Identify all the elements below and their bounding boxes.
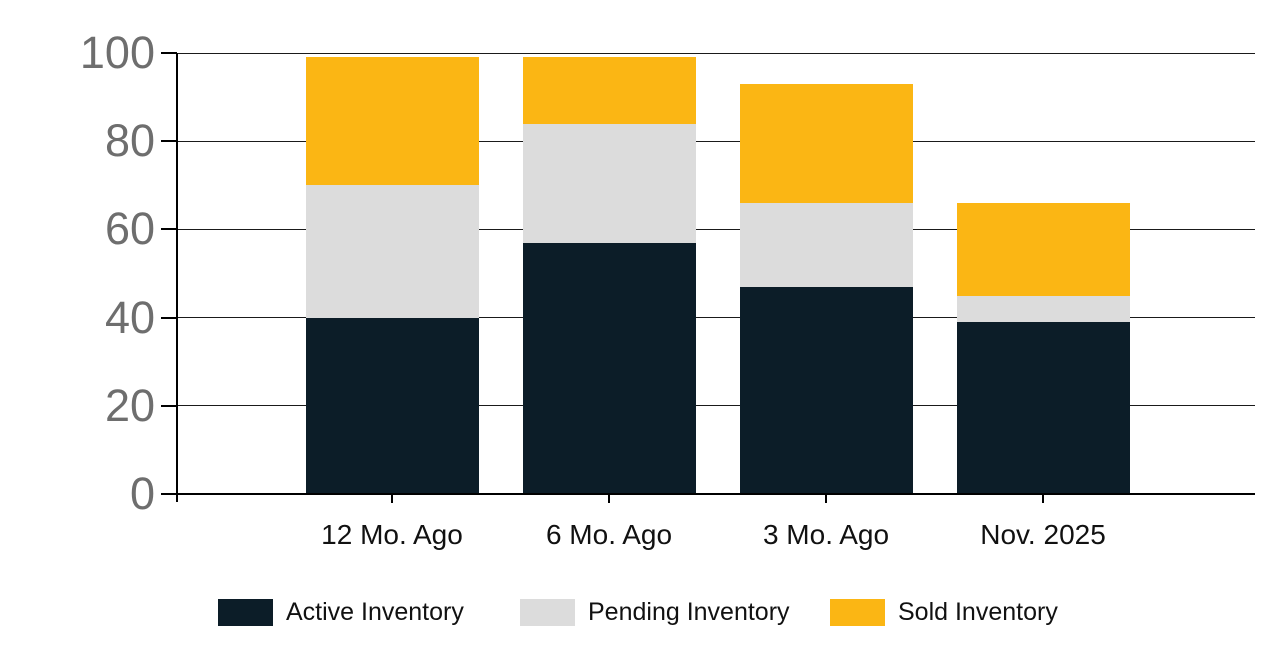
gridline-80 [177, 140, 1255, 142]
y-tick-20 [161, 404, 177, 407]
gridline-20 [177, 405, 1255, 407]
bar-segment-active-inventory [956, 322, 1130, 494]
y-axis-label-0: 0 [129, 468, 155, 519]
x-tick-1 [608, 495, 610, 503]
x-axis-label-3: Nov. 2025 [980, 519, 1106, 550]
y-axis-label-100: 100 [79, 27, 155, 78]
bar-segment-pending-inventory [739, 202, 913, 287]
y-axis-label-80: 80 [104, 115, 155, 167]
y-axis-label-40: 40 [104, 291, 155, 343]
legend-swatch-icon [830, 599, 885, 626]
bar-segment-active-inventory [305, 317, 479, 494]
y-axis-label-20: 20 [104, 379, 155, 431]
legend-label: Active Inventory [286, 598, 464, 626]
bar-segment-sold-inventory [522, 57, 696, 124]
x-tick-3 [1042, 495, 1044, 503]
y-tick-80 [161, 140, 177, 143]
gridline-60 [177, 228, 1255, 230]
x-axis-label-2: 3 Mo. Ago [762, 519, 890, 550]
bar-segment-active-inventory [522, 242, 696, 494]
gridline-100 [177, 52, 1255, 54]
legend-item-pending-inventory: Pending Inventory [520, 599, 790, 626]
legend-swatch-icon [218, 599, 273, 626]
x-axis-label-0: 12 Mo. Ago [321, 519, 463, 550]
bar-segment-active-inventory [739, 286, 913, 494]
bar-segment-sold-inventory [305, 57, 479, 186]
y-tick-0 [161, 493, 177, 495]
legend-swatch-icon [520, 599, 575, 626]
y-tick-60 [161, 228, 177, 231]
plot-area [177, 52, 1255, 494]
y-tick-100 [161, 52, 177, 54]
bar-segment-pending-inventory [522, 123, 696, 243]
x-axis-label-1: 6 Mo. Ago [545, 519, 673, 550]
bar-3-mo-ago [739, 53, 913, 494]
bar-segment-pending-inventory [305, 185, 479, 318]
legend-label: Pending Inventory [588, 598, 790, 626]
x-tick-2 [825, 495, 827, 503]
x-axis-line [177, 493, 1255, 495]
bar-6-mo-ago [522, 53, 696, 494]
bar-segment-sold-inventory [739, 83, 913, 203]
legend-item-sold-inventory: Sold Inventory [830, 599, 1058, 626]
bar-segment-pending-inventory [956, 295, 1130, 323]
y-axis-label-60: 60 [104, 203, 155, 255]
bar-12-mo-ago [305, 53, 479, 494]
bar-segment-sold-inventory [956, 202, 1130, 296]
legend-item-active-inventory: Active Inventory [218, 599, 464, 626]
y-tick-40 [161, 316, 177, 319]
gridline-40 [177, 317, 1255, 319]
x-tick-0 [391, 495, 393, 503]
y-axis-line [176, 53, 178, 502]
bar-nov-2025 [956, 53, 1130, 494]
legend-label: Sold Inventory [898, 598, 1058, 626]
